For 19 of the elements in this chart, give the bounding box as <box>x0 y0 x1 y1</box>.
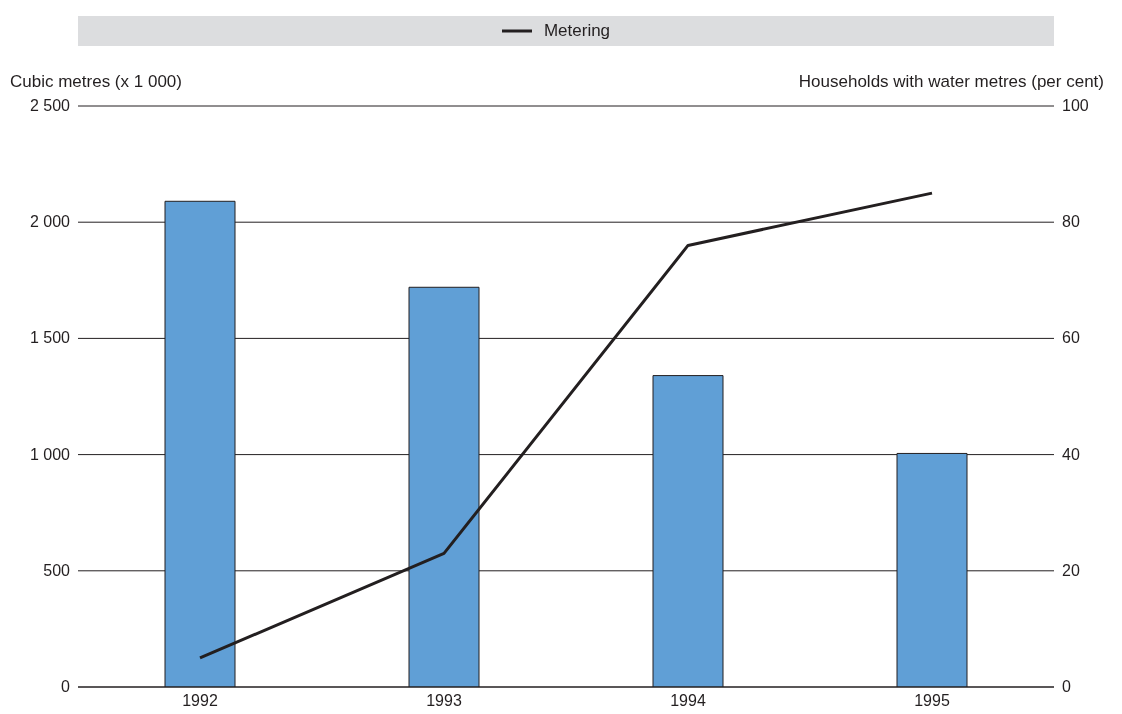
y-tick-label: 0 <box>61 678 71 695</box>
y2-tick-label: 0 <box>1062 678 1071 695</box>
y-tick-label: 1 500 <box>29 329 71 347</box>
x-tick-label: 1992 <box>182 692 218 710</box>
x-tick-label: 1995 <box>914 692 950 710</box>
y-tick-label: 500 <box>43 561 71 579</box>
legend-label: Metering <box>542 21 611 41</box>
y-tick-label: 2 000 <box>29 213 71 231</box>
x-tick-label: 1993 <box>426 692 462 710</box>
y-tick-label: 2 500 <box>29 97 71 114</box>
y2-tick-label: 20 <box>1062 561 1080 579</box>
y2-tick-label: 40 <box>1062 445 1080 463</box>
y2-tick-label: 80 <box>1062 213 1080 231</box>
x-tick-label: 1994 <box>670 692 706 710</box>
y-tick-label: 1 000 <box>29 445 71 463</box>
y2-tick-label: 60 <box>1062 329 1080 347</box>
y2-axis-title: Households with water metres (per cent) <box>798 72 1104 92</box>
y-axis-title: Cubic metres (x 1 000) <box>10 72 182 92</box>
y2-tick-label: 100 <box>1062 97 1089 114</box>
